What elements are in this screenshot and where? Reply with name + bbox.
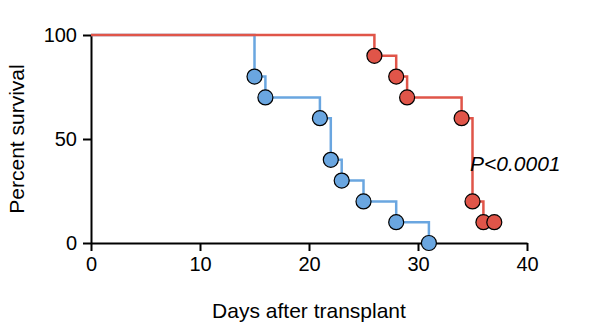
tick-label: 10	[189, 253, 211, 275]
tick: 0	[66, 232, 91, 254]
tick-mark	[83, 139, 91, 141]
marker	[247, 69, 262, 84]
marker	[421, 236, 436, 251]
tick-label: 100	[44, 24, 77, 46]
marker	[454, 111, 469, 126]
marker	[487, 215, 502, 230]
tick-label: 40	[516, 253, 538, 275]
marker	[465, 194, 480, 209]
tick: 20	[298, 243, 320, 275]
tick-label: 30	[407, 253, 429, 275]
tick-label: 0	[66, 232, 77, 254]
marker	[334, 173, 349, 188]
survival-line	[91, 35, 494, 222]
marker	[389, 69, 404, 84]
marker	[258, 90, 273, 105]
tick: 50	[55, 128, 91, 150]
tick-label: 20	[298, 253, 320, 275]
tick-label: 50	[55, 128, 77, 150]
tick: 100	[44, 24, 91, 46]
marker	[323, 152, 338, 167]
tick-mark	[83, 35, 91, 37]
survival-line	[91, 35, 429, 243]
tick-mark	[200, 243, 202, 251]
marks	[91, 35, 502, 251]
chart: 0 10 20 30 40 0 50 100 Days after transplant Perc…	[0, 0, 594, 336]
annotation: P<0.0001	[470, 152, 561, 175]
tick-mark	[83, 243, 91, 245]
x-axis: 0 10 20 30 40	[86, 243, 539, 275]
marker	[367, 48, 382, 63]
y-axis: 0 50 100	[44, 24, 92, 254]
tick-label: 0	[86, 253, 97, 275]
marker	[312, 111, 327, 126]
tick: 10	[189, 243, 211, 275]
marker	[356, 194, 371, 209]
plot: 0 10 20 30 40 0 50 100	[44, 24, 539, 275]
x-axis-title: Days after transplant	[212, 299, 406, 322]
tick-mark	[309, 243, 311, 251]
marker	[389, 215, 404, 230]
y-axis-title: Percent survival	[5, 64, 28, 213]
tick-mark	[527, 243, 529, 251]
tick-mark	[418, 243, 420, 251]
marker	[400, 90, 415, 105]
tick: 0	[86, 243, 97, 275]
tick: 40	[516, 243, 538, 275]
